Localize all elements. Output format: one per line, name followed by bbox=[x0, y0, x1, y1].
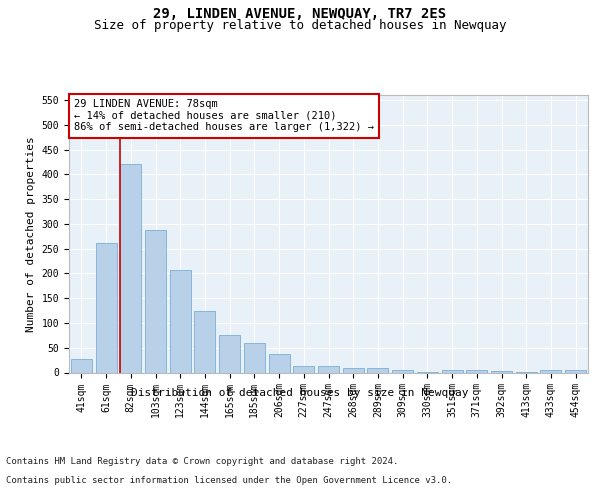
Bar bbox=[145, 230, 166, 372]
Bar bbox=[293, 366, 314, 372]
Text: Contains public sector information licensed under the Open Government Licence v3: Contains public sector information licen… bbox=[6, 476, 452, 485]
Bar bbox=[269, 354, 290, 372]
Bar bbox=[491, 371, 512, 372]
Bar bbox=[466, 370, 487, 372]
Bar bbox=[170, 270, 191, 372]
Bar bbox=[541, 370, 562, 372]
Text: Distribution of detached houses by size in Newquay: Distribution of detached houses by size … bbox=[131, 388, 469, 398]
Y-axis label: Number of detached properties: Number of detached properties bbox=[26, 136, 36, 332]
Bar bbox=[95, 242, 116, 372]
Bar bbox=[71, 358, 92, 372]
Text: Contains HM Land Registry data © Crown copyright and database right 2024.: Contains HM Land Registry data © Crown c… bbox=[6, 458, 398, 466]
Bar bbox=[194, 310, 215, 372]
Bar bbox=[318, 366, 339, 372]
Bar bbox=[367, 368, 388, 372]
Bar bbox=[343, 368, 364, 372]
Bar bbox=[442, 370, 463, 372]
Bar bbox=[120, 164, 141, 372]
Text: Size of property relative to detached houses in Newquay: Size of property relative to detached ho… bbox=[94, 19, 506, 32]
Bar bbox=[565, 370, 586, 372]
Bar bbox=[219, 335, 240, 372]
Bar bbox=[392, 370, 413, 372]
Bar bbox=[244, 344, 265, 372]
Text: 29 LINDEN AVENUE: 78sqm
← 14% of detached houses are smaller (210)
86% of semi-d: 29 LINDEN AVENUE: 78sqm ← 14% of detache… bbox=[74, 99, 374, 132]
Text: 29, LINDEN AVENUE, NEWQUAY, TR7 2ES: 29, LINDEN AVENUE, NEWQUAY, TR7 2ES bbox=[154, 8, 446, 22]
